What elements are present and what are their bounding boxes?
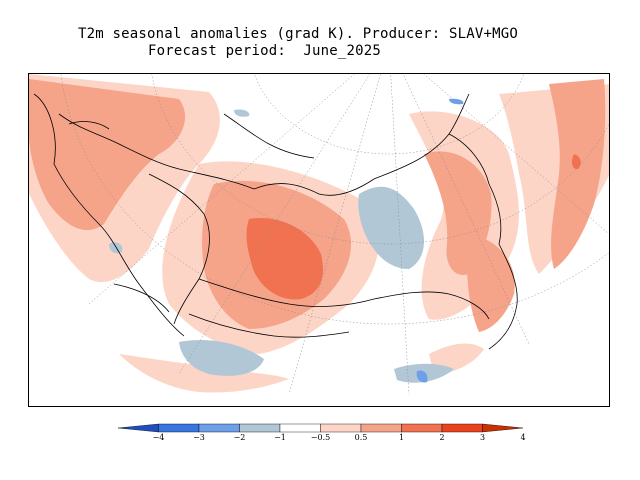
negative-anomaly-areas	[109, 109, 454, 383]
graticule	[60, 74, 609, 395]
legend-tick-label: 3	[480, 433, 485, 442]
legend-tick-label: −3	[193, 433, 205, 442]
chart-title: T2m seasonal anomalies (grad K). Produce…	[78, 26, 519, 42]
legend-tick-label: −1	[274, 433, 286, 442]
legend-swatch	[239, 423, 281, 433]
legend-swatch	[158, 423, 200, 433]
legend-swatch	[441, 423, 483, 433]
legend-tick-label: 0.5	[355, 433, 368, 442]
anomaly-2-3-areas	[246, 154, 581, 300]
legend-swatch	[401, 423, 443, 433]
legend-tick-label: 2	[439, 433, 444, 442]
negative-anomaly-strong-areas	[416, 98, 464, 383]
color-legend: −4 −3 −2 −1 −0.5 0.5 1 2 3 4	[118, 423, 526, 442]
legend-tick-label: 4	[520, 433, 525, 442]
coastlines	[33, 93, 518, 350]
legend-swatch	[198, 423, 240, 433]
legend-tick-label: −0.5	[311, 433, 330, 442]
legend-swatch	[320, 423, 362, 433]
legend-swatch	[279, 423, 321, 433]
legend-swatch	[118, 423, 159, 433]
forecast-period: Forecast period: June_2025	[148, 43, 381, 59]
legend-tick-label: −2	[234, 433, 246, 442]
legend-tick-label: 1	[399, 433, 404, 442]
legend-swatch	[360, 423, 402, 433]
anomaly-map	[28, 73, 610, 407]
legend-tick-label: −4	[153, 433, 165, 442]
map-canvas	[29, 74, 609, 406]
legend-swatch	[482, 423, 524, 433]
